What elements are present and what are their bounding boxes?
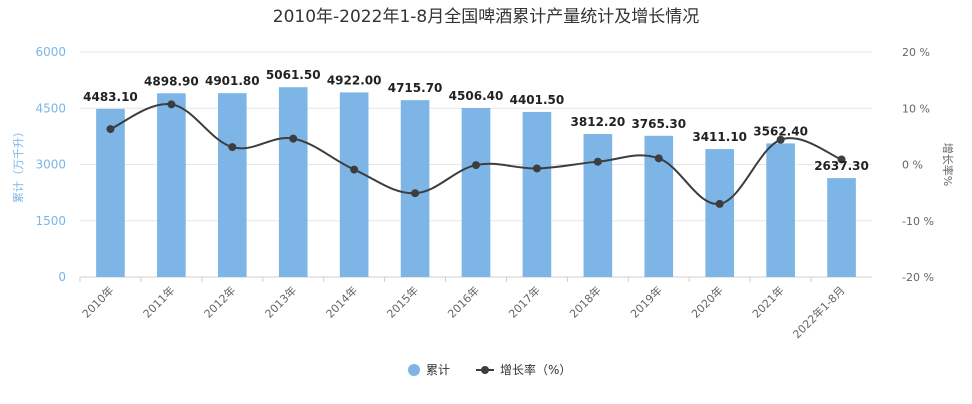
bar[interactable] xyxy=(827,178,856,277)
x-tick-label: 2013年 xyxy=(262,283,299,320)
y-left-tick-label: 4500 xyxy=(35,101,66,115)
y-right-tick-label: 0 % xyxy=(902,159,923,172)
y-right-tick-label: 10 % xyxy=(902,102,930,115)
bar-value-label: 4401.50 xyxy=(510,93,565,107)
y-left-tick-label: 0 xyxy=(58,270,66,284)
bar[interactable] xyxy=(583,134,613,277)
bar[interactable] xyxy=(278,87,308,277)
growth-rate-point[interactable] xyxy=(593,157,602,166)
bar-series xyxy=(96,87,856,278)
x-tick-label: 2022年1-8月 xyxy=(790,283,848,341)
growth-rate-point[interactable] xyxy=(228,143,237,152)
bar-value-label: 4715.70 xyxy=(388,81,443,95)
bar-value-label: 2637.30 xyxy=(814,159,869,173)
growth-rate-point[interactable] xyxy=(776,135,785,144)
bar-value-label: 3812.20 xyxy=(571,115,626,129)
legend-swatch-marker xyxy=(481,366,489,374)
x-tick-label: 2018年 xyxy=(566,283,603,320)
x-tick-label: 2016年 xyxy=(445,283,482,320)
bar[interactable] xyxy=(400,100,430,277)
growth-rate-point[interactable] xyxy=(715,199,724,208)
bar-value-label: 3562.40 xyxy=(753,124,808,138)
bar-value-label: 4901.80 xyxy=(205,74,260,88)
y-left-tick-label: 1500 xyxy=(35,214,66,228)
data-labels: 4483.10 4898.90 4901.80 5061.50 4922.00 4715.… xyxy=(83,68,869,173)
bar[interactable] xyxy=(522,111,552,277)
y-right-tick-label: 20 % xyxy=(902,46,930,59)
bar[interactable] xyxy=(96,108,125,277)
legend-label: 增长率（%） xyxy=(500,362,571,377)
growth-rate-point[interactable] xyxy=(837,155,846,164)
y-right-axis-title: 增长率% xyxy=(941,143,955,186)
y-left-tick-label: 6000 xyxy=(35,45,66,59)
bar[interactable] xyxy=(157,93,186,277)
bar[interactable] xyxy=(461,108,491,277)
bar-value-label: 4506.40 xyxy=(449,89,504,103)
x-tick-label: 2014年 xyxy=(323,283,360,320)
legend-item-cumulative[interactable]: 累计 xyxy=(408,363,450,377)
growth-rate-point[interactable] xyxy=(532,164,541,173)
legend[interactable]: 累计 增长率（%） xyxy=(408,362,571,377)
bar[interactable] xyxy=(339,92,369,277)
bar[interactable] xyxy=(217,93,247,278)
x-tick-label: 2019年 xyxy=(627,283,664,320)
bar-value-label: 4922.00 xyxy=(327,73,382,87)
growth-rate-point[interactable] xyxy=(411,189,420,198)
bar-value-label: 3411.10 xyxy=(692,130,747,144)
bar-value-label: 4898.90 xyxy=(144,74,199,88)
growth-rate-point[interactable] xyxy=(350,165,359,174)
growth-rate-point[interactable] xyxy=(472,161,480,170)
x-tick-label: 2010年 xyxy=(79,283,116,320)
bar-value-label: 5061.50 xyxy=(266,68,321,82)
growth-rate-point[interactable] xyxy=(167,100,176,109)
bar-value-label: 4483.10 xyxy=(83,90,138,104)
x-tick-label: 2015年 xyxy=(384,283,421,320)
chart-title: 2010年-2022年1-8月全国啤酒累计产量统计及增长情况 xyxy=(273,7,699,27)
x-tick-label: 2012年 xyxy=(201,283,238,320)
y-right-tick-label: -20 % xyxy=(902,271,934,284)
x-tick-label: 2020年 xyxy=(688,283,725,320)
bar-value-label: 3765.30 xyxy=(631,117,686,131)
legend-label: 累计 xyxy=(426,363,450,377)
x-tick-label: 2021年 xyxy=(749,283,786,320)
growth-rate-point[interactable] xyxy=(289,134,298,143)
growth-rate-point[interactable] xyxy=(106,125,115,134)
line-series xyxy=(106,100,846,208)
x-tick-label: 2017年 xyxy=(506,283,543,320)
legend-swatch-bar xyxy=(408,364,420,376)
bar[interactable] xyxy=(705,149,735,277)
y-left-axis-title: 累计（万千升） xyxy=(12,126,25,203)
growth-rate-point[interactable] xyxy=(654,154,663,163)
y-right-tick-label: -10 % xyxy=(902,215,934,228)
bar[interactable] xyxy=(766,143,795,277)
y-left-tick-label: 3000 xyxy=(35,158,66,172)
legend-item-growth-rate[interactable]: 增长率（%） xyxy=(476,362,571,377)
x-tick-label: 2011年 xyxy=(140,283,177,320)
